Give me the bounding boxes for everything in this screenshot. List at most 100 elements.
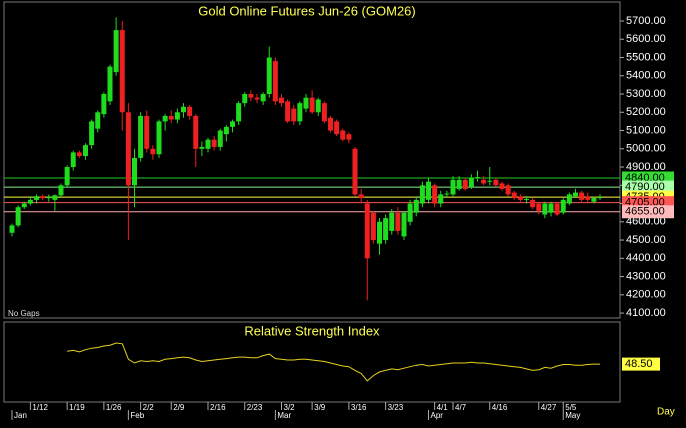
y-tick-label: 5100.00 xyxy=(626,124,666,136)
y-tick-label: 4500.00 xyxy=(626,234,666,246)
candle-body xyxy=(542,203,548,215)
candle-body xyxy=(364,203,370,259)
candle-body xyxy=(125,112,131,186)
x-axis-label: Day xyxy=(657,407,675,418)
x-tick-label: 3/9 xyxy=(314,403,326,412)
candle-body xyxy=(481,179,487,184)
candle-body xyxy=(144,115,150,149)
candle-body xyxy=(358,194,364,199)
candle-body xyxy=(432,185,438,204)
candle-body xyxy=(266,57,272,95)
x-tick-label: 2/16 xyxy=(210,403,226,412)
candle-body xyxy=(272,61,278,102)
candle-body xyxy=(334,121,340,135)
candle-body xyxy=(401,212,407,237)
candle-body xyxy=(40,196,46,199)
month-label: Mar xyxy=(277,411,291,420)
candle-body xyxy=(89,121,95,146)
candle-body xyxy=(76,152,82,157)
level-label-bg xyxy=(622,205,674,219)
month-label: Apr xyxy=(431,411,444,420)
candle-body xyxy=(291,108,297,122)
x-tick-label: 2/2 xyxy=(143,403,155,412)
candle-body xyxy=(217,130,223,147)
candle-body xyxy=(407,203,413,222)
candle-body xyxy=(168,115,174,120)
candle-body xyxy=(15,207,21,226)
x-tick-label: 4/1 xyxy=(437,403,449,412)
level-label: 4655.00 xyxy=(625,206,665,218)
candle-body xyxy=(285,101,291,122)
candle-body xyxy=(505,185,511,195)
candle-body xyxy=(138,115,144,158)
candle-body xyxy=(21,203,27,208)
candle-body xyxy=(83,145,88,157)
candle-body xyxy=(211,139,217,147)
y-tick-label: 4900.00 xyxy=(626,161,666,173)
candle-body xyxy=(438,194,444,204)
y-tick-label: 5600.00 xyxy=(626,33,666,45)
y-tick-label: 4300.00 xyxy=(626,270,666,282)
candle-body xyxy=(199,146,205,149)
candle-body xyxy=(27,199,33,204)
month-label: Feb xyxy=(130,411,144,420)
x-tick-label: 3/23 xyxy=(388,403,404,412)
candle-body xyxy=(64,167,70,186)
candle-body xyxy=(536,203,542,211)
candle-body xyxy=(107,66,113,102)
candle-body xyxy=(591,198,597,202)
x-tick-label: 1/19 xyxy=(69,403,85,412)
y-tick-label: 4400.00 xyxy=(626,252,666,264)
candle-body xyxy=(475,177,480,179)
candle-body xyxy=(597,197,603,199)
candle-body xyxy=(493,179,499,186)
candle-body xyxy=(101,94,107,115)
x-tick-label: 3/16 xyxy=(351,403,367,412)
x-tick-label: 1/12 xyxy=(32,403,48,412)
candle-body xyxy=(174,112,180,120)
y-tick-label: 5300.00 xyxy=(626,88,666,100)
candle-body xyxy=(150,148,156,155)
candle-body xyxy=(444,193,450,195)
candle-body xyxy=(517,196,523,200)
candle-body xyxy=(395,212,401,231)
candle-body xyxy=(260,94,266,102)
x-tick-label: 3/2 xyxy=(284,403,296,412)
candle-body xyxy=(328,117,333,131)
candle-body xyxy=(450,179,456,195)
candle-body xyxy=(181,106,186,113)
candle-body xyxy=(370,212,376,241)
candle-body xyxy=(303,97,309,109)
candle-body xyxy=(462,179,468,189)
candle-body xyxy=(34,196,39,200)
candle-body xyxy=(193,115,199,149)
candle-body xyxy=(346,134,352,140)
y-tick-label: 4600.00 xyxy=(626,216,666,228)
candle-body xyxy=(223,126,229,135)
candle-body xyxy=(413,199,419,213)
candle-body xyxy=(426,181,431,200)
candle-body xyxy=(309,97,315,113)
level-label: 4790.00 xyxy=(625,181,665,193)
candle-body xyxy=(162,115,168,122)
candle-body xyxy=(156,121,162,155)
x-tick-label: 2/23 xyxy=(247,403,263,412)
candle-body xyxy=(573,192,578,197)
candle-body xyxy=(530,199,536,208)
candle-body xyxy=(58,185,64,196)
chart-title: Gold Online Futures Jun-26 (GOM26) xyxy=(198,3,415,18)
candle-body xyxy=(254,97,260,100)
candle-body xyxy=(340,130,346,140)
month-label: Jan xyxy=(14,411,27,420)
candle-body xyxy=(456,179,462,189)
candle-body xyxy=(560,199,566,213)
candle-body xyxy=(132,157,137,186)
candle-body xyxy=(499,183,505,189)
candle-body xyxy=(113,30,119,73)
candle-body xyxy=(585,196,591,200)
x-tick-label: 4/16 xyxy=(492,403,508,412)
y-tick-label: 5400.00 xyxy=(626,70,666,82)
candle-body xyxy=(248,94,254,98)
candle-body xyxy=(52,195,58,200)
